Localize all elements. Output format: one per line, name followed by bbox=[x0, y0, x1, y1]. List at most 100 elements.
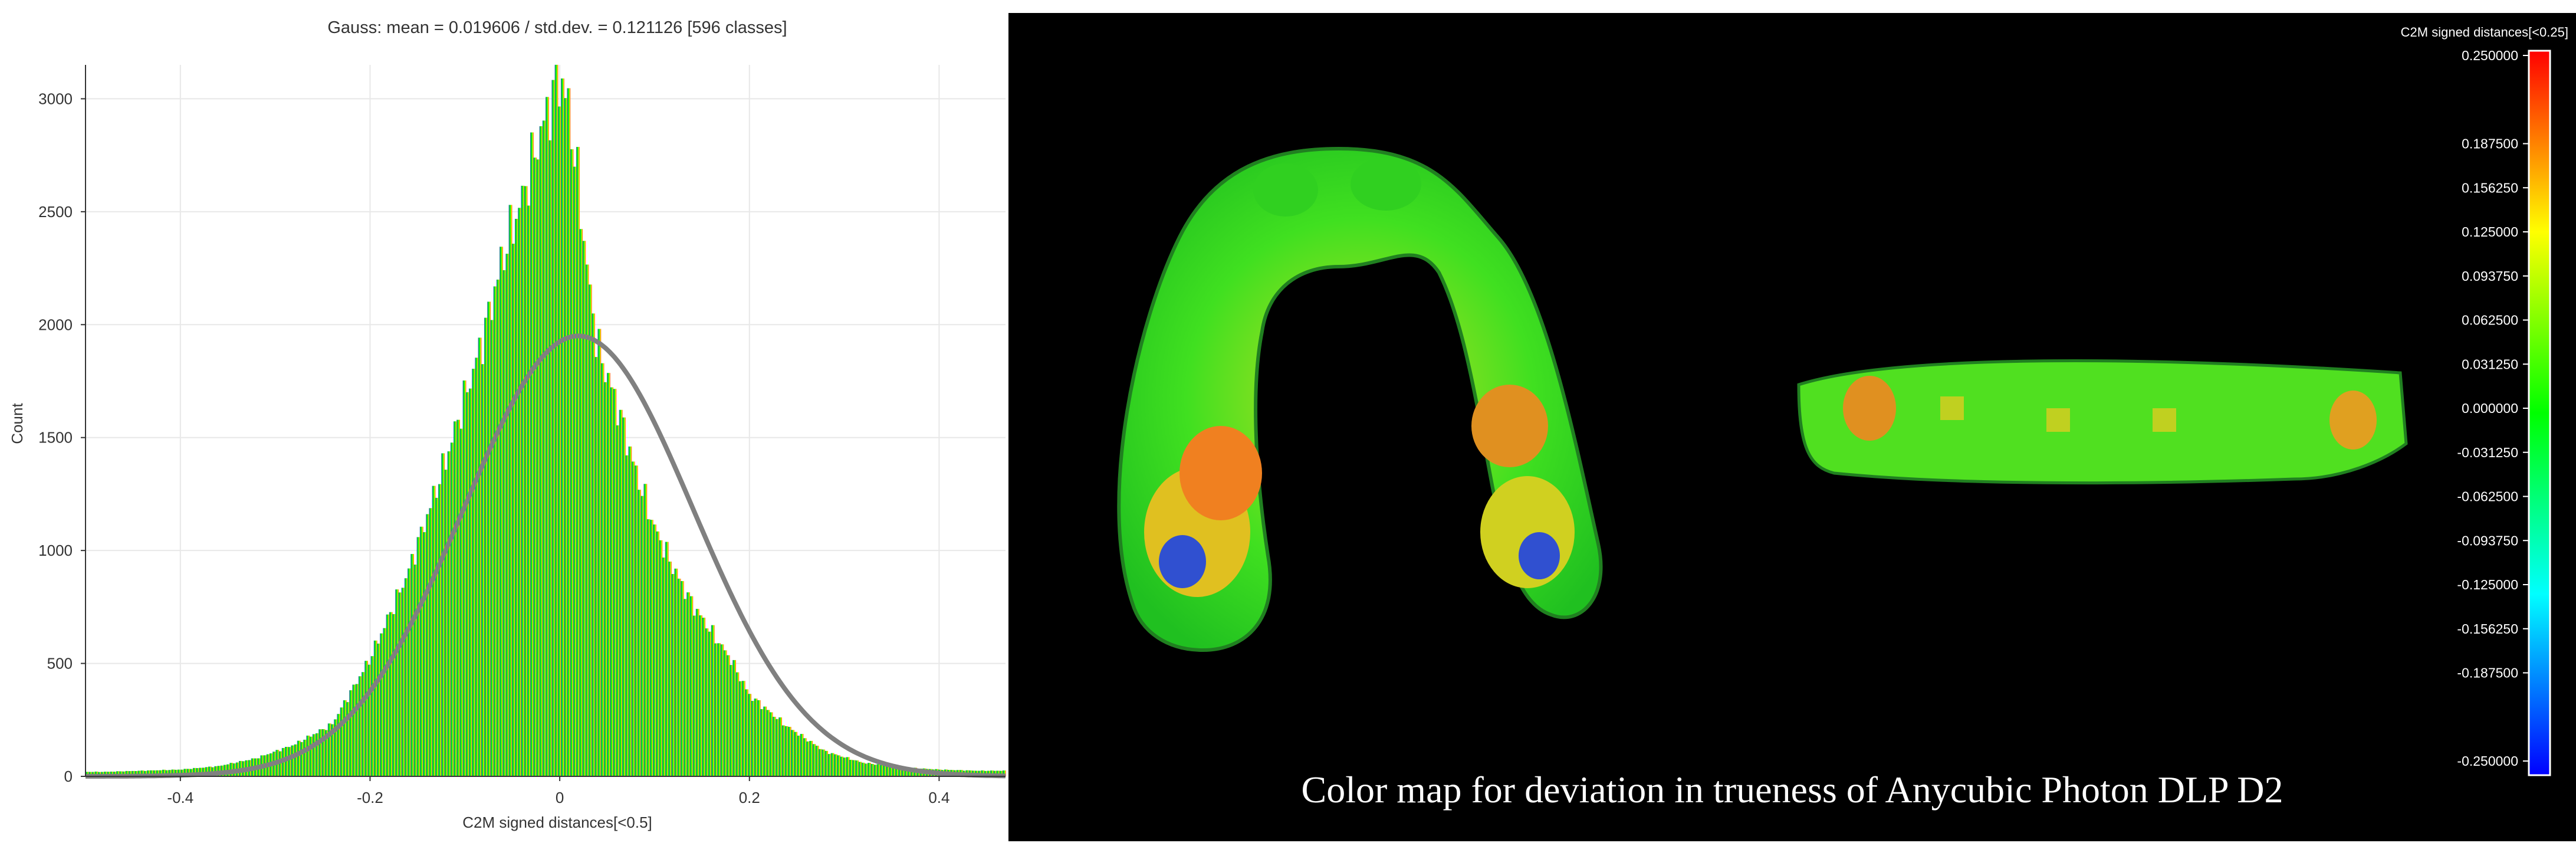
y-tick-label: 2500 bbox=[38, 203, 73, 221]
histogram-bar bbox=[324, 730, 328, 776]
x-tick-label: -0.2 bbox=[357, 789, 383, 806]
histogram-bar bbox=[588, 284, 592, 776]
histogram-bar bbox=[367, 664, 372, 776]
histogram-bar bbox=[597, 329, 602, 776]
histogram-bar bbox=[343, 700, 347, 776]
histogram-bar bbox=[162, 769, 166, 776]
histogram-bar bbox=[404, 578, 408, 776]
colorbar-tick-label: 0.156250 bbox=[2462, 180, 2518, 195]
histogram-bar bbox=[738, 681, 742, 776]
histogram-bar bbox=[398, 592, 402, 776]
histogram-bar bbox=[870, 763, 874, 776]
histogram-bar bbox=[754, 698, 758, 776]
colorbar-tick-label: 0.250000 bbox=[2462, 48, 2518, 63]
histogram-bar bbox=[723, 650, 727, 776]
histogram-bar bbox=[426, 514, 429, 776]
histogram-bar bbox=[288, 747, 291, 776]
histogram-bar bbox=[554, 64, 558, 777]
histogram-bar bbox=[285, 747, 288, 776]
y-tick-label: 1500 bbox=[38, 429, 73, 447]
histogram-bar bbox=[432, 486, 436, 776]
histogram-bar bbox=[472, 369, 475, 776]
axes bbox=[85, 65, 1006, 777]
histogram-bar bbox=[904, 768, 908, 776]
colorbar-tick-label: 0.093750 bbox=[2462, 268, 2518, 284]
histogram-bar bbox=[380, 633, 383, 776]
histogram-bar bbox=[484, 317, 488, 776]
histogram-bar bbox=[564, 98, 567, 776]
histogram-bar bbox=[570, 149, 574, 776]
histogram-bar bbox=[496, 279, 500, 777]
histogram-bar bbox=[395, 589, 399, 776]
histogram-bar bbox=[837, 755, 840, 776]
histogram-bar bbox=[607, 373, 610, 776]
histogram-bar bbox=[901, 767, 905, 776]
histogram-bar bbox=[306, 735, 310, 776]
histogram-bar bbox=[622, 417, 626, 776]
histogram-bar bbox=[849, 759, 853, 776]
histogram-bar bbox=[846, 757, 850, 776]
histogram-bar bbox=[1002, 770, 1006, 776]
histogram-bar bbox=[824, 750, 828, 776]
histogram-bar bbox=[469, 388, 472, 776]
histogram-bar bbox=[140, 770, 144, 776]
histogram-bar bbox=[444, 470, 448, 776]
histogram-bar bbox=[677, 578, 681, 776]
histogram-bar bbox=[183, 769, 188, 776]
histogram-bar bbox=[153, 770, 157, 776]
histogram-bar bbox=[334, 719, 337, 776]
histogram-bar bbox=[610, 387, 613, 776]
histogram-bar bbox=[787, 727, 791, 776]
histogram-bar bbox=[508, 205, 512, 777]
histogram-bar bbox=[383, 628, 387, 776]
histogram-bar bbox=[855, 760, 859, 776]
dental-arch-occlusal bbox=[1117, 146, 1603, 652]
histogram-bar bbox=[868, 763, 871, 776]
histogram-bar bbox=[649, 520, 653, 776]
histogram-bar bbox=[408, 568, 411, 776]
histogram-bar bbox=[116, 771, 120, 776]
histogram-bar bbox=[766, 710, 770, 776]
histogram-bar bbox=[521, 185, 525, 776]
x-tick-labels: -0.4 -0.2 0 0.2 0.4 bbox=[167, 776, 950, 806]
histogram-bar bbox=[791, 730, 794, 776]
x-tick-label: -0.4 bbox=[167, 789, 193, 806]
histogram-bar bbox=[864, 763, 868, 776]
histogram-bar bbox=[781, 725, 786, 776]
histogram-bar bbox=[168, 770, 172, 776]
colorbar-tick-label: -0.093750 bbox=[2457, 533, 2518, 548]
histogram-bar bbox=[386, 614, 390, 776]
histogram-bar bbox=[362, 672, 365, 776]
histogram-bar bbox=[638, 490, 641, 776]
histogram-bar bbox=[435, 497, 439, 776]
histogram-bar bbox=[542, 120, 546, 776]
histogram-bar bbox=[502, 270, 506, 776]
histogram-bar bbox=[889, 766, 893, 776]
histogram-bar bbox=[806, 741, 810, 776]
color-map-panel: C2M signed distances[<0.25] 0.250000 0.18… bbox=[1008, 13, 2576, 841]
colorbar-tick-labels: 0.250000 0.187500 0.156250 0.125000 0.093750… bbox=[2457, 48, 2529, 769]
histogram-bar bbox=[346, 702, 350, 776]
histogram-bar bbox=[665, 542, 669, 776]
histogram-bar bbox=[741, 681, 745, 776]
x-tick-label: 0.4 bbox=[928, 789, 949, 806]
histogram-bar bbox=[720, 644, 724, 776]
histogram-bar bbox=[413, 564, 418, 776]
histogram-bar bbox=[809, 740, 813, 776]
y-tick-label: 500 bbox=[47, 655, 73, 673]
histogram-bar bbox=[125, 770, 129, 776]
histogram-bar bbox=[561, 78, 564, 776]
histogram-bar bbox=[686, 592, 690, 776]
x-tick-label: 0.2 bbox=[739, 789, 760, 806]
histogram-bar bbox=[643, 484, 648, 776]
histogram-bar bbox=[840, 756, 843, 776]
histogram-bar bbox=[518, 208, 521, 776]
histogram-bar bbox=[527, 205, 531, 776]
histogram-bar bbox=[830, 753, 834, 776]
histogram-bar bbox=[671, 573, 675, 776]
histogram-bar bbox=[128, 771, 132, 776]
histogram-bar bbox=[447, 451, 451, 776]
histogram-bar bbox=[815, 746, 819, 776]
histogram-bar bbox=[132, 770, 135, 776]
histogram-bar bbox=[803, 738, 807, 776]
